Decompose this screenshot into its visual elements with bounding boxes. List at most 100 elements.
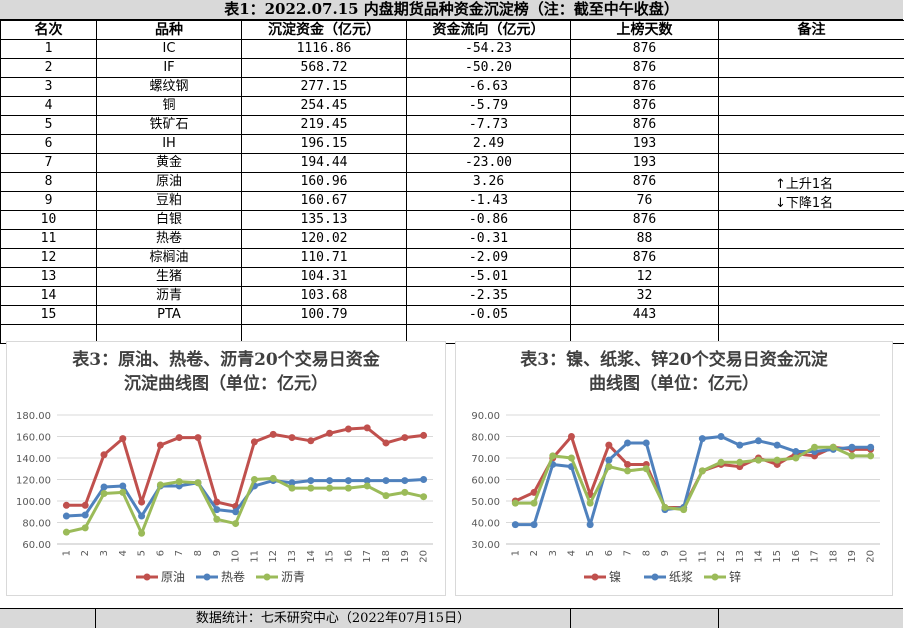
cell-flow: -7.73 — [406, 115, 571, 135]
cell-rank: 7 — [0, 153, 97, 173]
cell-capital: 254.45 — [241, 96, 407, 116]
cell-days: 76 — [570, 191, 719, 211]
table-row: 5 铁矿石 219.45 -7.73 876 — [0, 115, 904, 135]
cell-flow: -2.09 — [406, 248, 571, 268]
cell-remark — [718, 77, 904, 97]
cell-variety: 铁矿石 — [96, 115, 242, 135]
cell-flow: -1.43 — [406, 191, 571, 211]
data-point — [213, 515, 221, 523]
data-point — [288, 434, 296, 442]
cell-days: 876 — [570, 115, 719, 135]
cell-variety: IC — [96, 39, 242, 59]
data-point — [867, 443, 875, 451]
cell-variety: IH — [96, 134, 242, 154]
legend-label: 纸浆 — [669, 569, 693, 584]
data-point — [62, 528, 70, 536]
x-tick-label: 19 — [400, 550, 411, 563]
x-tick-label: 13 — [287, 550, 298, 563]
data-point — [269, 430, 277, 438]
x-tick-label: 12 — [716, 550, 727, 563]
table-row: 2 IF 568.72 -50.20 876 — [0, 58, 904, 78]
cell-flow: -6.63 — [406, 77, 571, 97]
data-point — [100, 489, 108, 497]
cell-rank: 8 — [0, 172, 97, 192]
data-point — [511, 521, 519, 529]
y-tick-label: 30.00 — [471, 540, 500, 551]
header-capital: 沉淀资金（亿元） — [241, 20, 407, 40]
data-point — [363, 482, 371, 490]
cell-rank: 10 — [0, 210, 97, 230]
x-tick-label: 17 — [810, 550, 821, 563]
data-point — [100, 451, 108, 459]
x-tick-label: 1 — [510, 550, 521, 556]
x-tick-label: 20 — [866, 550, 877, 563]
data-point — [401, 434, 409, 442]
cell-variety: 棕榈油 — [96, 248, 242, 268]
cell-days: 32 — [570, 286, 719, 306]
y-tick-label: 60.00 — [22, 540, 51, 551]
data-point — [848, 452, 856, 460]
x-tick-label: 19 — [847, 550, 858, 563]
table-row: 8 原油 160.96 3.26 876 — [0, 172, 904, 192]
y-tick-label: 70.00 — [471, 454, 500, 465]
data-point — [530, 521, 538, 529]
cell-remark — [718, 153, 904, 173]
x-tick-label: 6 — [155, 550, 166, 556]
x-tick-label: 2 — [80, 550, 91, 556]
data-point — [530, 499, 538, 507]
data-point — [661, 503, 669, 511]
cell-rank: 1 — [0, 39, 97, 59]
cell-flow: -5.01 — [406, 267, 571, 287]
data-point — [792, 454, 800, 462]
x-tick-label: 9 — [212, 550, 223, 556]
x-tick-label: 9 — [660, 550, 671, 556]
y-tick-label: 80.00 — [22, 519, 51, 530]
x-tick-label: 14 — [753, 550, 764, 563]
data-point — [81, 524, 89, 532]
cell-capital: 104.31 — [241, 267, 407, 287]
data-point — [250, 476, 258, 483]
y-tick-label: 90.00 — [471, 411, 500, 422]
data-point — [848, 443, 856, 451]
cell-rank: 13 — [0, 267, 97, 287]
cell-days: 876 — [570, 39, 719, 59]
data-point — [754, 437, 762, 445]
cell-remark — [718, 267, 904, 287]
chart1-plot: 60.00 80.00 100.00 120.00 140.00 160.00 180.00… — [16, 411, 433, 584]
table-row: 15 PTA 100.79 -0.05 443 — [0, 305, 904, 325]
data-point — [344, 477, 352, 485]
cell-flow: -23.00 — [406, 153, 571, 173]
x-tick-label: 18 — [381, 550, 392, 563]
cell-rank: 6 — [0, 134, 97, 154]
data-point — [382, 492, 390, 500]
x-tick-label: 3 — [548, 550, 559, 556]
cell-flow: -0.31 — [406, 229, 571, 249]
series-line-2 — [515, 445, 871, 512]
data-point — [138, 512, 146, 520]
data-point — [232, 508, 240, 516]
cell-remark — [718, 248, 904, 268]
data-point — [717, 433, 725, 440]
x-tick-label: 8 — [641, 550, 652, 556]
cell-rank: 9 — [0, 191, 97, 211]
y-tick-label: 120.00 — [16, 476, 51, 487]
data-point — [344, 484, 352, 492]
legend-down: ↓下降1名 — [775, 192, 833, 211]
data-point — [420, 493, 428, 501]
data-point — [62, 501, 70, 509]
data-point — [605, 456, 613, 464]
data-point — [307, 477, 315, 485]
data-point — [698, 467, 706, 475]
data-point — [382, 439, 390, 447]
cell-rank: 3 — [0, 77, 97, 97]
data-point — [138, 529, 146, 537]
data-point — [401, 488, 409, 496]
data-point — [194, 479, 202, 487]
legend-label: 镍 — [609, 570, 621, 584]
y-tick-label: 180.00 — [16, 411, 51, 422]
data-point — [269, 474, 277, 482]
y-tick-label: 80.00 — [471, 433, 500, 444]
data-point — [624, 439, 632, 447]
table-row: 1 IC 1116.86 -54.23 876 — [0, 39, 904, 59]
